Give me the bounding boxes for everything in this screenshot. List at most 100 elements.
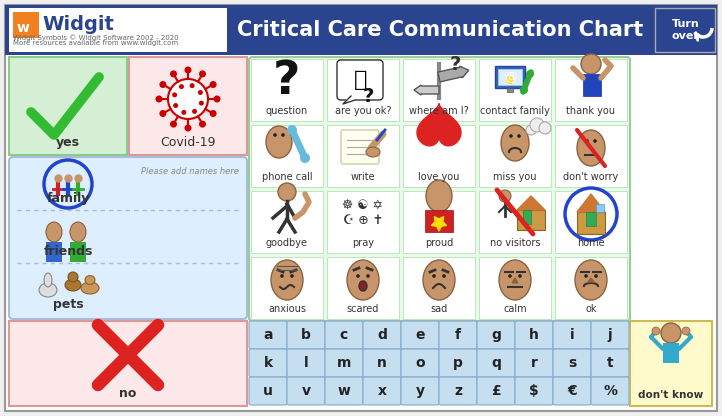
Bar <box>655 8 715 52</box>
Circle shape <box>530 118 544 132</box>
Text: Please add names here: Please add names here <box>141 167 239 176</box>
Circle shape <box>155 96 162 102</box>
Circle shape <box>160 81 166 88</box>
Circle shape <box>185 67 191 74</box>
Text: ?: ? <box>273 59 301 104</box>
Bar <box>479 59 551 121</box>
FancyArrow shape <box>438 66 469 82</box>
Ellipse shape <box>271 260 303 300</box>
Bar <box>403 125 475 187</box>
Polygon shape <box>577 194 605 212</box>
Circle shape <box>198 90 203 95</box>
Text: k: k <box>264 356 273 370</box>
Text: miss you: miss you <box>493 172 536 182</box>
Text: calm: calm <box>503 304 527 314</box>
Text: i: i <box>570 328 574 342</box>
FancyBboxPatch shape <box>249 377 287 405</box>
Text: More resources available from www.widgit.com: More resources available from www.widgit… <box>13 40 178 46</box>
Text: Critical Care Communication Chart: Critical Care Communication Chart <box>237 20 643 40</box>
Text: f: f <box>455 328 461 342</box>
Text: pets: pets <box>53 298 83 311</box>
FancyBboxPatch shape <box>249 349 287 377</box>
FancyBboxPatch shape <box>363 377 401 405</box>
Text: h: h <box>529 328 539 342</box>
Text: anxious: anxious <box>268 304 306 314</box>
Text: where am I?: where am I? <box>409 106 469 116</box>
Circle shape <box>594 274 598 278</box>
Circle shape <box>506 76 514 84</box>
Circle shape <box>278 183 296 201</box>
Circle shape <box>518 274 522 278</box>
Circle shape <box>209 81 217 88</box>
Text: ☪ ⊕ ✝: ☪ ⊕ ✝ <box>343 213 383 226</box>
Bar <box>479 125 551 187</box>
Bar <box>479 191 551 253</box>
Text: y: y <box>415 384 425 398</box>
Circle shape <box>181 110 186 115</box>
FancyBboxPatch shape <box>249 57 630 321</box>
Text: ?: ? <box>449 54 461 74</box>
Text: v: v <box>302 384 310 398</box>
Bar <box>403 257 475 319</box>
Circle shape <box>593 139 597 143</box>
FancyBboxPatch shape <box>325 377 363 405</box>
Text: Widgit Symbols © Widgit Software 2002 - 2020: Widgit Symbols © Widgit Software 2002 - … <box>13 34 178 41</box>
Circle shape <box>682 327 690 335</box>
Text: phone call: phone call <box>261 172 313 182</box>
Circle shape <box>586 139 589 143</box>
Ellipse shape <box>39 283 57 297</box>
FancyBboxPatch shape <box>401 321 439 349</box>
Text: Turn: Turn <box>672 19 700 29</box>
Circle shape <box>214 96 220 102</box>
Text: m: m <box>336 356 351 370</box>
Ellipse shape <box>85 275 95 285</box>
Ellipse shape <box>359 281 367 291</box>
Text: %: % <box>603 384 617 398</box>
FancyBboxPatch shape <box>401 377 439 405</box>
FancyBboxPatch shape <box>553 377 591 405</box>
Bar <box>425 210 453 232</box>
Ellipse shape <box>46 222 62 242</box>
Ellipse shape <box>266 126 292 158</box>
Text: a: a <box>264 328 273 342</box>
Text: don't know: don't know <box>638 390 704 400</box>
FancyBboxPatch shape <box>477 377 515 405</box>
Polygon shape <box>512 278 518 283</box>
Bar <box>555 257 627 319</box>
Bar <box>251 59 323 121</box>
Text: j: j <box>608 328 612 342</box>
Text: sad: sad <box>430 304 448 314</box>
Bar <box>498 69 522 85</box>
Bar <box>327 191 399 253</box>
Text: @: @ <box>504 72 516 84</box>
Circle shape <box>661 323 681 343</box>
FancyBboxPatch shape <box>249 321 287 349</box>
Text: ?: ? <box>363 87 375 106</box>
Bar <box>251 125 323 187</box>
Ellipse shape <box>70 222 86 242</box>
FancyBboxPatch shape <box>515 321 553 349</box>
Circle shape <box>280 274 284 278</box>
Circle shape <box>442 274 445 278</box>
Bar <box>9 8 227 52</box>
Polygon shape <box>517 196 545 210</box>
Circle shape <box>508 274 512 278</box>
Bar <box>495 66 525 88</box>
Text: are you ok?: are you ok? <box>335 106 391 116</box>
Circle shape <box>584 274 588 278</box>
Text: ☸ ☯ ✡: ☸ ☯ ✡ <box>342 200 383 213</box>
Circle shape <box>185 124 191 131</box>
Circle shape <box>168 79 208 119</box>
FancyBboxPatch shape <box>515 349 553 377</box>
Circle shape <box>539 122 551 134</box>
Bar <box>251 257 323 319</box>
FancyBboxPatch shape <box>287 321 325 349</box>
Circle shape <box>190 83 195 88</box>
FancyArrow shape <box>414 85 439 95</box>
Circle shape <box>517 134 521 138</box>
Polygon shape <box>343 96 355 104</box>
Text: goodbye: goodbye <box>266 238 308 248</box>
FancyBboxPatch shape <box>591 321 629 349</box>
FancyBboxPatch shape <box>553 321 591 349</box>
FancyBboxPatch shape <box>363 321 401 349</box>
